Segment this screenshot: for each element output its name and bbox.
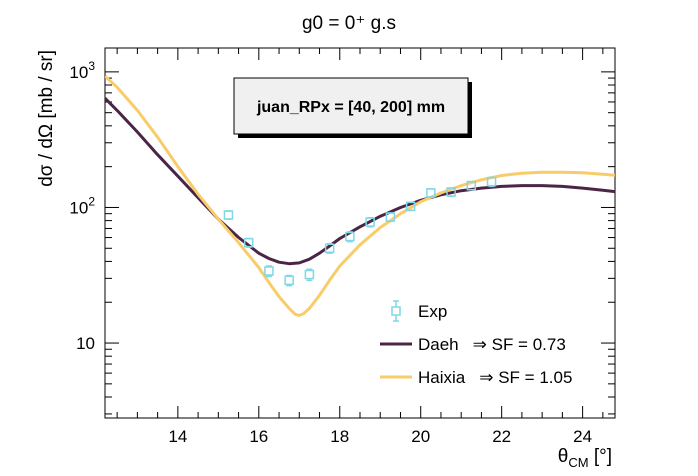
data-point xyxy=(345,231,355,243)
data-point xyxy=(365,216,375,228)
y-axis-ticks xyxy=(105,71,615,415)
legend-name: Daeh xyxy=(418,335,459,354)
x-axis-title-unit: [°] xyxy=(589,446,612,467)
data-point xyxy=(223,210,234,220)
legend-item-haixia: Haixia ⇒ SF = 1.05 xyxy=(380,368,572,387)
legend-item-daeh: Daeh ⇒ SF = 0.73 xyxy=(380,335,566,354)
y-tick-base: 10 xyxy=(69,198,88,217)
y-tick-base: 10 xyxy=(76,334,95,353)
series-points xyxy=(223,176,497,287)
legend-name: Exp xyxy=(418,302,447,321)
x-axis-title-symbol: θ xyxy=(558,446,569,467)
data-point xyxy=(405,201,416,212)
y-tick-label: 102 xyxy=(69,194,95,217)
data-point xyxy=(466,180,477,191)
legend-item-exp: Exp xyxy=(391,300,447,322)
data-point xyxy=(284,274,294,287)
annotation-box: juan_RPx = [40, 200] mm xyxy=(233,77,472,138)
data-point xyxy=(304,268,315,282)
x-tick-label: 22 xyxy=(492,427,511,446)
chart-title: g0 = 0⁺ g.s xyxy=(302,13,396,34)
data-point xyxy=(486,176,497,188)
x-tick-label: 18 xyxy=(330,427,349,446)
x-tick-label: 16 xyxy=(249,427,268,446)
legend-sf: ⇒ SF = 1.05 xyxy=(479,368,572,387)
data-point xyxy=(324,242,335,254)
x-axis-ticks xyxy=(116,48,604,418)
y-tick-exponent: 2 xyxy=(88,194,95,208)
x-tick-label: 24 xyxy=(573,427,592,446)
legend-sf: ⇒ SF = 0.73 xyxy=(473,335,566,354)
series-line-daeh xyxy=(105,97,615,266)
data-point xyxy=(446,187,456,197)
data-point xyxy=(426,188,436,198)
series-lines xyxy=(105,74,615,317)
y-axis-title: dσ / dΩ [mb / sr] xyxy=(36,50,57,187)
legend-name: Haixia xyxy=(418,368,466,387)
y-tick-exponent: 3 xyxy=(88,59,95,73)
data-point xyxy=(264,265,274,278)
y-tick-base: 10 xyxy=(69,63,88,82)
y-tick-label: 10 xyxy=(76,334,95,353)
legend-label: Daeh ⇒ SF = 0.73 xyxy=(418,335,566,354)
x-tick-label: 14 xyxy=(168,427,187,446)
x-tick-label: 20 xyxy=(411,427,430,446)
data-point xyxy=(243,237,254,248)
x-axis-title: θCM [°] xyxy=(558,446,612,470)
legend: Exp Daeh ⇒ SF = 0.73 Haixia ⇒ SF = 1.05 xyxy=(380,300,572,387)
x-axis-title-subscript: CM xyxy=(568,455,588,470)
y-tick-label: 103 xyxy=(69,59,95,82)
data-point xyxy=(385,212,396,223)
legend-label: Exp xyxy=(418,302,447,321)
annotation-text: juan_RPx = [40, 200] mm xyxy=(256,99,445,116)
legend-label: Haixia ⇒ SF = 1.05 xyxy=(418,368,572,387)
x-axis-tick-labels: 14 16 18 20 22 24 xyxy=(168,427,592,446)
series-line-haixia xyxy=(105,74,615,317)
